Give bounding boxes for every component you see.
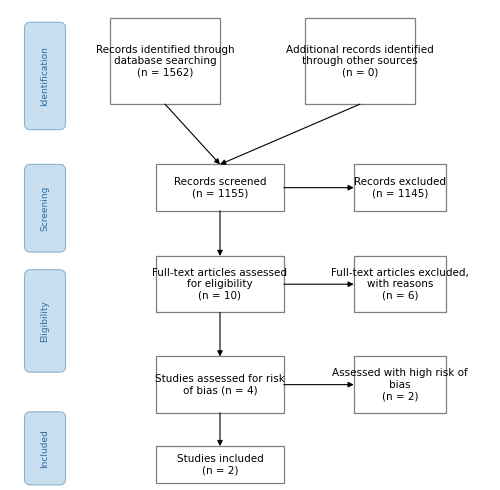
Text: Screening: Screening [40,186,50,231]
Text: Studies included
(n = 2): Studies included (n = 2) [176,454,264,475]
FancyBboxPatch shape [24,23,66,130]
FancyBboxPatch shape [354,256,446,313]
Text: Additional records identified
through other sources
(n = 0): Additional records identified through ot… [286,45,434,78]
Text: Studies assessed for risk
of bias (n = 4): Studies assessed for risk of bias (n = 4… [155,374,285,395]
Text: Assessed with high risk of
bias
(n = 2): Assessed with high risk of bias (n = 2) [332,368,468,401]
FancyBboxPatch shape [24,270,66,372]
Text: Full-text articles excluded,
with reasons
(n = 6): Full-text articles excluded, with reason… [331,268,469,301]
FancyBboxPatch shape [354,165,446,211]
FancyBboxPatch shape [24,412,66,485]
Text: Identification: Identification [40,46,50,106]
FancyBboxPatch shape [156,357,284,413]
FancyBboxPatch shape [24,165,66,252]
Text: Records identified through
database searching
(n = 1562): Records identified through database sear… [96,45,234,78]
FancyBboxPatch shape [110,19,220,104]
Text: Included: Included [40,429,50,468]
FancyBboxPatch shape [354,357,446,413]
Text: Full-text articles assessed
for eligibility
(n = 10): Full-text articles assessed for eligibil… [152,268,288,301]
Text: Records excluded
(n = 1145): Records excluded (n = 1145) [354,177,446,198]
Text: Eligibility: Eligibility [40,300,50,342]
FancyBboxPatch shape [156,446,284,483]
Text: Records screened
(n = 1155): Records screened (n = 1155) [174,177,266,198]
FancyBboxPatch shape [305,19,415,104]
FancyBboxPatch shape [156,165,284,211]
FancyBboxPatch shape [156,256,284,313]
